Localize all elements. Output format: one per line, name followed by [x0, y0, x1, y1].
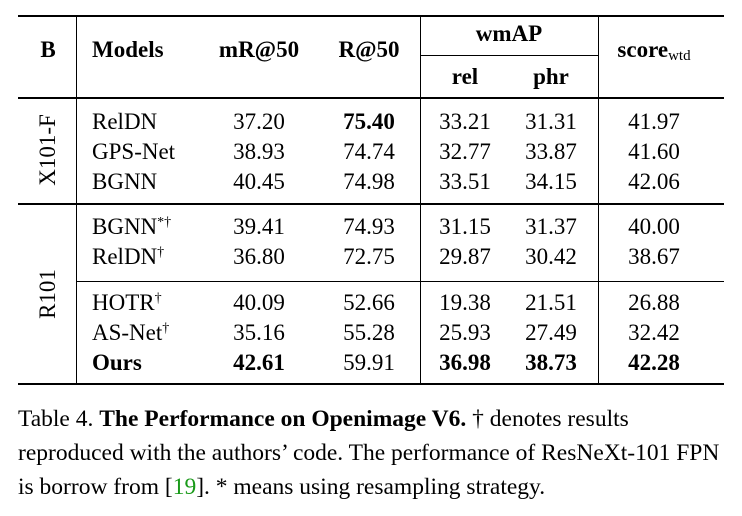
score-value: 32.42	[628, 320, 680, 345]
rel-value: 33.21	[439, 109, 491, 134]
col-sep-2	[420, 15, 421, 385]
model-name: BGNN	[92, 169, 158, 194]
mr50-value: 40.09	[233, 290, 285, 315]
mr50-value: 40.45	[233, 169, 285, 194]
phr-value: 33.87	[525, 139, 577, 164]
phr-value: 21.51	[525, 290, 577, 315]
subgroup-rule	[76, 281, 724, 282]
header-score-sub: wtd	[668, 48, 691, 64]
rel-value: 19.38	[439, 290, 491, 315]
phr-value: 30.42	[525, 244, 577, 269]
table-caption: Table 4. The Performance on Openimage V6…	[18, 402, 730, 504]
model-name: RelDN†	[92, 244, 164, 270]
top-rule	[18, 15, 724, 17]
wmap-rule	[420, 55, 598, 56]
phr-value: 27.49	[525, 320, 577, 345]
header-r50: R@50	[338, 37, 400, 62]
col-sep-3	[598, 15, 599, 385]
caption-title: The Performance on Openimage V6.	[99, 406, 467, 432]
caption-label: Table 4.	[18, 406, 94, 432]
model-name: BGNN*†	[92, 214, 171, 240]
r50-value: 74.74	[343, 139, 395, 164]
rel-value: 32.77	[439, 139, 491, 164]
header-phr: phr	[533, 64, 569, 89]
header-score-label: score	[617, 37, 669, 62]
citation-link[interactable]: 19	[172, 474, 197, 500]
r50-value: 74.98	[343, 169, 395, 194]
model-name: Ours	[92, 350, 142, 375]
r50-value: 74.93	[343, 214, 395, 239]
model-name: GPS-Net	[92, 139, 176, 164]
header-rel: rel	[451, 64, 479, 89]
mr50-value: 35.16	[233, 320, 285, 345]
score-value: 42.28	[628, 350, 680, 375]
group-label-r101: R101	[35, 269, 60, 319]
r50-value: 52.66	[343, 290, 395, 315]
mr50-value: 39.41	[233, 214, 285, 239]
rel-value: 36.98	[439, 350, 491, 375]
group-label-x101f: X101-F	[35, 114, 60, 186]
rel-value: 33.51	[439, 169, 491, 194]
score-value: 41.97	[628, 109, 680, 134]
model-name: AS-Net†	[92, 320, 169, 346]
phr-value: 38.73	[525, 350, 577, 375]
model-name-text: RelDN	[92, 244, 158, 269]
score-value: 26.88	[628, 290, 680, 315]
mr50-value: 36.80	[233, 244, 285, 269]
header-b: B	[40, 37, 56, 62]
header-mr50: mR@50	[218, 37, 300, 62]
rel-value: 25.93	[439, 320, 491, 345]
model-mark: †	[162, 321, 170, 336]
r50-value: 75.40	[343, 109, 395, 134]
caption-text-1: † denotes results reproduced with the au…	[18, 406, 720, 500]
model-name-text: HOTR	[92, 290, 155, 315]
score-value: 42.06	[628, 169, 680, 194]
header-models: Models	[92, 37, 164, 62]
score-value: 40.00	[628, 214, 680, 239]
r50-value: 59.91	[343, 350, 395, 375]
model-name: RelDN	[92, 109, 158, 134]
caption-text-2: ]. * means using resampling strategy.	[196, 474, 546, 500]
model-mark: †	[157, 245, 165, 260]
model-name-text: AS-Net	[92, 320, 163, 345]
header-score: scorewtd	[617, 37, 690, 66]
r50-value: 55.28	[343, 320, 395, 345]
mr50-value: 37.20	[233, 109, 285, 134]
header-wmap: wmAP	[475, 21, 543, 46]
phr-value: 31.37	[525, 214, 577, 239]
r50-value: 72.75	[343, 244, 395, 269]
score-value: 38.67	[628, 244, 680, 269]
model-name-text: BGNN	[92, 214, 158, 239]
mr50-value: 38.93	[233, 139, 285, 164]
bottom-rule	[18, 383, 724, 385]
group-rule	[18, 203, 724, 205]
model-name: HOTR†	[92, 290, 162, 316]
rel-value: 29.87	[439, 244, 491, 269]
score-value: 41.60	[628, 139, 680, 164]
header-rule	[18, 97, 724, 99]
model-mark: *†	[157, 215, 172, 230]
phr-value: 34.15	[525, 169, 577, 194]
col-sep-1	[76, 15, 77, 385]
model-mark: †	[154, 291, 162, 306]
rel-value: 31.15	[439, 214, 491, 239]
mr50-value: 42.61	[233, 350, 285, 375]
phr-value: 31.31	[525, 109, 577, 134]
